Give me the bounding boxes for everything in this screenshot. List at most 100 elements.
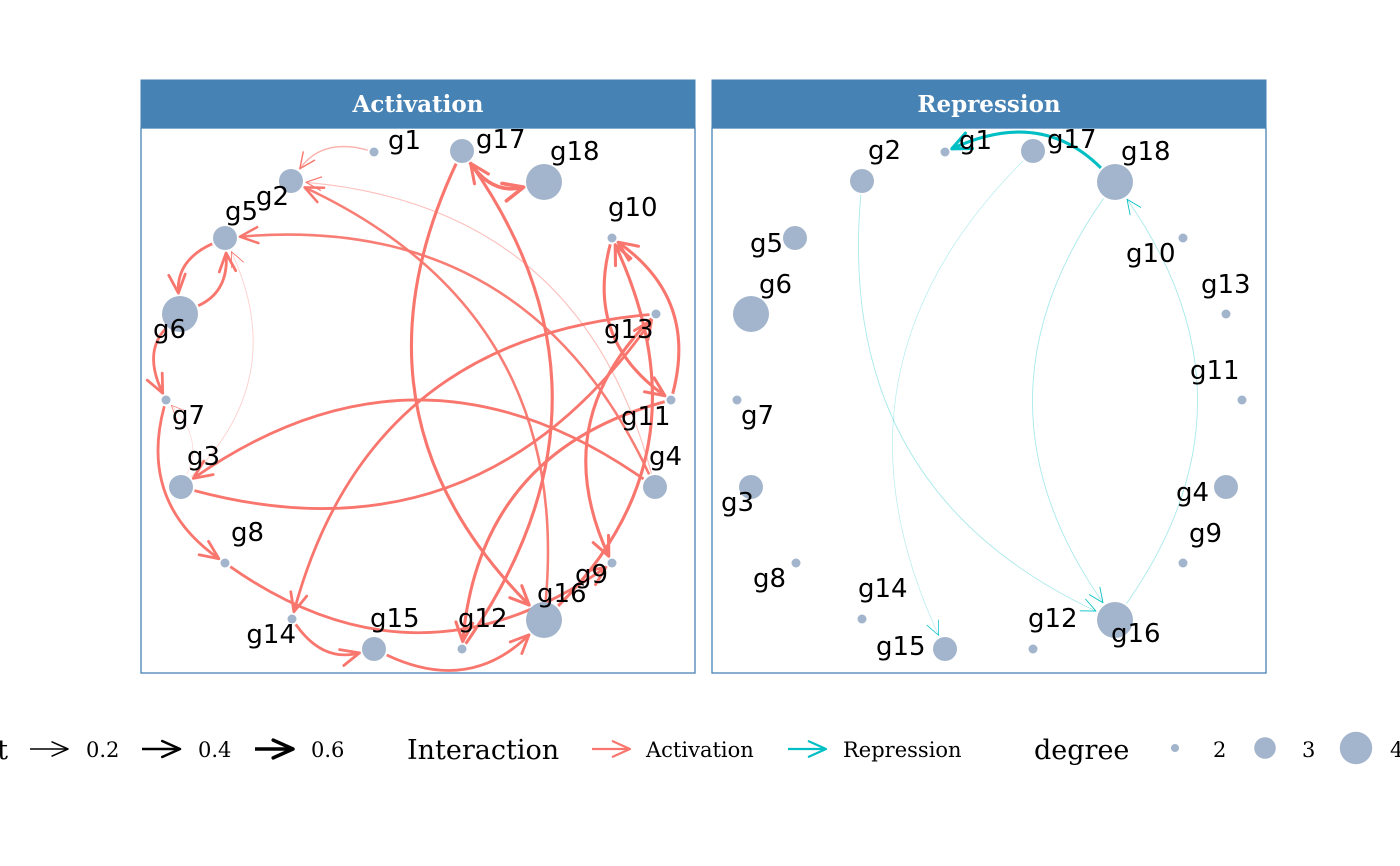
node-marker xyxy=(213,226,237,250)
node-g1: g1 xyxy=(940,126,992,157)
node-label: g11 xyxy=(1190,356,1240,386)
edge xyxy=(156,405,221,561)
node-g3: g3 xyxy=(169,442,220,499)
legend-degree-label: 3 xyxy=(1302,738,1315,762)
node-label: g7 xyxy=(741,401,774,431)
node-label: g17 xyxy=(1047,125,1097,155)
node-g17: g17 xyxy=(1021,125,1097,163)
node-g16: g16 xyxy=(1097,602,1161,649)
node-label: g17 xyxy=(476,125,526,155)
legend-degree-key xyxy=(1170,743,1180,753)
node-marker xyxy=(526,602,562,638)
legend-weight-key xyxy=(30,741,69,757)
node-g9: g9 xyxy=(1178,519,1222,568)
node-label: g12 xyxy=(1028,604,1078,634)
edge xyxy=(454,400,666,644)
edge xyxy=(305,176,652,474)
edge xyxy=(170,404,194,475)
node-marker xyxy=(940,147,950,157)
node-marker xyxy=(933,637,957,661)
node-g9: g9 xyxy=(575,558,617,590)
node-g2: g2 xyxy=(256,169,303,212)
node-marker xyxy=(666,395,676,405)
legend-interaction-key xyxy=(592,740,632,758)
node-g17: g17 xyxy=(450,125,526,163)
edge xyxy=(303,186,550,601)
legend-degree-label: 2 xyxy=(1213,738,1226,762)
node-label: g3 xyxy=(187,442,220,472)
node-label: g4 xyxy=(649,442,682,472)
node-marker xyxy=(1178,233,1188,243)
legend-weight-keys xyxy=(30,738,295,760)
node-marker xyxy=(169,475,193,499)
node-label: g9 xyxy=(1189,519,1222,549)
node-g13: g13 xyxy=(1201,270,1251,319)
edge xyxy=(1032,198,1104,604)
node-g11: g11 xyxy=(621,395,676,432)
node-label: g2 xyxy=(868,136,901,166)
node-label: g13 xyxy=(604,315,654,345)
node-g16: g16 xyxy=(526,579,587,638)
node-g6: g6 xyxy=(153,296,198,345)
node-marker xyxy=(287,614,297,624)
legend-weight: weight 0.2 0.4 0.6 xyxy=(0,735,344,766)
panel-title: Activation xyxy=(352,91,484,118)
node-g18: g18 xyxy=(526,137,600,200)
legend-interaction-keys xyxy=(592,740,828,758)
legend-degree-key xyxy=(1254,737,1276,759)
node-label: g6 xyxy=(153,315,186,345)
node-marker xyxy=(739,475,763,499)
node-marker xyxy=(1021,139,1045,163)
edge-layer xyxy=(145,145,681,672)
edge xyxy=(950,130,1102,169)
edge xyxy=(858,194,1097,612)
node-label: g3 xyxy=(721,488,754,518)
node-marker xyxy=(607,233,617,243)
edge xyxy=(892,160,1024,636)
legend-degree: degree 2 3 4 xyxy=(1034,731,1400,766)
legend-weight-key xyxy=(255,738,295,760)
node-marker xyxy=(450,139,474,163)
node-marker xyxy=(732,395,742,405)
node-label: g16 xyxy=(537,579,587,609)
node-marker xyxy=(369,147,379,157)
node-marker xyxy=(1178,558,1188,568)
edge xyxy=(289,313,650,614)
legend-weight-label: 0.4 xyxy=(198,738,231,762)
edge xyxy=(167,242,213,295)
node-g5: g5 xyxy=(750,226,807,259)
legend-weight-label: 0.6 xyxy=(311,738,344,762)
legend-interaction-title: Interaction xyxy=(407,735,559,766)
node-marker xyxy=(279,169,303,193)
node-g3: g3 xyxy=(721,475,763,518)
node-label: g4 xyxy=(1176,478,1209,508)
node-g4: g4 xyxy=(1176,475,1238,508)
edge xyxy=(616,240,681,395)
edge xyxy=(229,565,608,635)
edge xyxy=(190,251,254,478)
node-g15: g15 xyxy=(876,632,957,662)
node-marker xyxy=(457,644,467,654)
edge xyxy=(194,318,654,510)
node-label: g5 xyxy=(225,197,258,227)
node-label: g10 xyxy=(608,193,658,223)
node-marker xyxy=(1237,395,1247,405)
node-label: g14 xyxy=(246,620,296,650)
node-marker xyxy=(733,296,769,332)
node-marker xyxy=(526,164,562,200)
node-marker xyxy=(1097,602,1133,638)
node-layer: g1 g17 g18 g2 g5 g10 g6 g13 g7 g11 g3 g4 g8 g9 g16 g14 g… xyxy=(721,125,1251,662)
edge xyxy=(1126,198,1198,604)
node-g2: g2 xyxy=(850,136,901,193)
edge xyxy=(197,251,238,307)
panel-strip xyxy=(140,79,696,129)
node-marker xyxy=(362,637,386,661)
node-marker xyxy=(791,558,801,568)
node-label: g6 xyxy=(759,270,792,300)
node-g6: g6 xyxy=(733,270,792,332)
edge xyxy=(294,623,361,667)
node-marker xyxy=(162,296,198,332)
edge xyxy=(299,145,368,170)
legend-weight-key xyxy=(142,739,182,759)
